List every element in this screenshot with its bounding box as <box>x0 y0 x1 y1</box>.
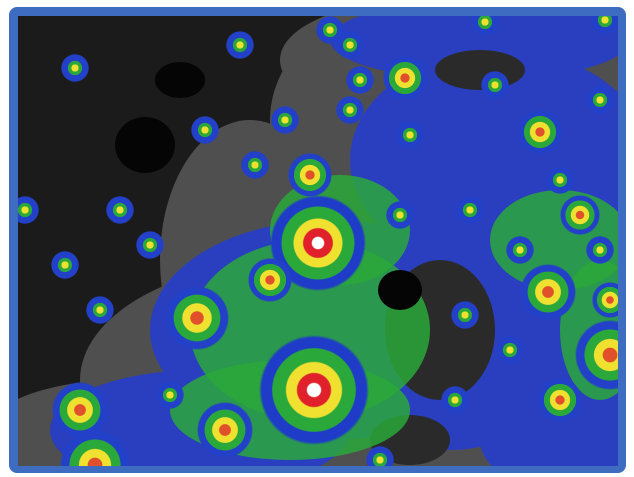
town-spot <box>546 166 574 194</box>
town-spot <box>456 196 484 224</box>
town-spot <box>591 16 618 34</box>
town-spot <box>441 386 469 414</box>
town-spot <box>316 16 344 44</box>
light-spot <box>575 320 618 390</box>
town-spot <box>136 231 164 259</box>
town-spot <box>386 201 414 229</box>
town-spot <box>396 121 424 149</box>
light-spot <box>197 402 253 458</box>
black-patch <box>155 62 205 98</box>
light-spot <box>248 258 292 302</box>
light-spot <box>165 286 229 350</box>
black-patch <box>378 270 422 310</box>
town-spot <box>86 296 114 324</box>
town-spot <box>191 116 219 144</box>
light-spot <box>518 110 562 154</box>
light-spot <box>288 153 332 197</box>
town-spot <box>106 196 134 224</box>
town-spot <box>271 106 299 134</box>
light-spot <box>520 264 576 320</box>
town-spot <box>241 151 269 179</box>
town-spot <box>481 71 509 99</box>
town-spot <box>61 54 89 82</box>
town-spot <box>471 16 499 36</box>
town-spot <box>506 236 534 264</box>
town-spot <box>336 96 364 124</box>
light-spot <box>52 382 108 438</box>
light-spot <box>60 430 130 466</box>
town-spot <box>586 86 614 114</box>
town-spot <box>496 336 524 364</box>
light-spot <box>538 378 582 422</box>
light-spot <box>259 335 369 445</box>
town-spot <box>451 301 479 329</box>
town-spot <box>51 251 79 279</box>
town-spot <box>336 31 364 59</box>
town-spot <box>156 381 184 409</box>
blue-zone <box>480 390 618 466</box>
black-patch <box>115 117 175 173</box>
town-spot <box>18 196 39 224</box>
town-spot <box>346 66 374 94</box>
dark-zone <box>435 50 525 90</box>
light-spot <box>560 195 600 235</box>
town-spot <box>226 31 254 59</box>
light-spot <box>383 56 427 100</box>
light-spot <box>592 282 618 318</box>
town-spot <box>586 236 614 264</box>
town-spot <box>366 446 394 466</box>
light-spot <box>270 195 366 291</box>
